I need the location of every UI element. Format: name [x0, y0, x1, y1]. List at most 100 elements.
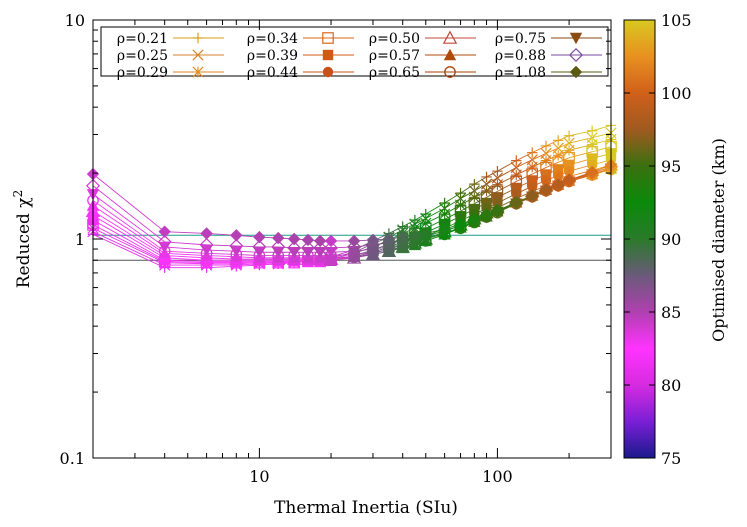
series-line-segment — [92, 210, 165, 256]
data-point — [287, 232, 301, 246]
series-line-segment — [164, 260, 207, 264]
legend-entry-1.08: ρ=1.08 — [495, 65, 602, 81]
series-line-segment — [92, 173, 165, 233]
data-point — [200, 227, 213, 240]
legend-label: ρ=0.57 — [369, 48, 420, 64]
series-line-segment — [206, 244, 237, 247]
legend-label: ρ=0.44 — [247, 65, 298, 81]
series-line-segment — [331, 246, 355, 249]
data-point — [454, 217, 467, 231]
data-point — [511, 182, 522, 194]
data-point — [301, 233, 315, 247]
legend-marker — [192, 32, 204, 44]
series-line-segment — [236, 254, 260, 257]
data-point — [252, 239, 267, 254]
series-line-segment — [516, 159, 533, 168]
series-line-segment — [558, 135, 570, 141]
data-point — [454, 199, 467, 211]
series-line-segment — [164, 257, 207, 261]
series-line-segment — [497, 167, 517, 179]
data-point — [158, 225, 171, 238]
legend-label: ρ=0.29 — [117, 65, 168, 81]
data-point — [586, 138, 598, 151]
legend-label: ρ=0.21 — [117, 31, 168, 47]
data-point — [540, 169, 552, 180]
legend-entry-0.75: ρ=0.75 — [495, 31, 602, 47]
series-line-segment — [92, 215, 165, 259]
data-point — [272, 231, 285, 245]
series-line-segment — [516, 173, 533, 182]
data-point — [468, 191, 480, 203]
legend-marker — [322, 32, 334, 44]
legend-marker — [443, 48, 457, 61]
series-line-segment — [516, 152, 533, 162]
series-line-segment — [402, 223, 416, 231]
legend-marker — [568, 47, 584, 63]
series-line-segment — [92, 231, 165, 266]
series-line-segment — [164, 241, 207, 246]
data-point — [492, 165, 503, 177]
data-point — [552, 135, 564, 146]
legend-marker — [192, 49, 204, 61]
data-point — [365, 237, 381, 252]
series-line-segment — [92, 205, 165, 254]
series-line-segment — [92, 227, 165, 264]
y-axis-title: Reduced χ2 — [11, 190, 34, 289]
legend-entry-0.29: ρ=0.29 — [117, 65, 224, 81]
series-line-segment — [568, 151, 593, 159]
data-point — [551, 178, 565, 191]
series-line-segment — [206, 257, 237, 260]
colorbar-tick-label: 90 — [661, 230, 681, 249]
data-point — [382, 232, 396, 246]
series-line-segment — [388, 246, 403, 251]
legend-marker — [442, 30, 458, 44]
legend-entry-0.44: ρ=0.44 — [247, 65, 354, 81]
data-point — [347, 234, 361, 248]
colorbar-tick-label: 80 — [661, 376, 681, 395]
data-point — [526, 189, 539, 202]
data-point — [481, 197, 492, 209]
colorbar-tick-label: 95 — [661, 157, 681, 176]
series-line-segment — [278, 246, 295, 249]
data-point — [324, 247, 338, 259]
series-line-segment — [414, 213, 426, 221]
data-point — [253, 230, 266, 244]
data-point — [455, 187, 466, 199]
y-tick-label: 10 — [65, 11, 85, 30]
series-line-segment — [532, 167, 547, 175]
series-line-segment — [92, 200, 165, 252]
data-point — [480, 208, 493, 221]
data-point — [300, 240, 316, 256]
series-line-segment — [592, 125, 612, 132]
plot-area — [85, 120, 619, 273]
data-point — [438, 222, 451, 236]
series-line-segment — [331, 250, 355, 253]
data-point — [492, 192, 503, 203]
series-line-segment — [206, 249, 237, 252]
series-line-segment — [460, 183, 475, 194]
legend-marker — [569, 32, 583, 45]
series-line-segment — [568, 130, 593, 137]
data-point — [552, 149, 564, 161]
series-line-segment — [372, 249, 389, 253]
data-point — [313, 240, 328, 256]
data-point — [382, 241, 396, 254]
colorbar-title: Optimised diameter (km) — [709, 138, 728, 342]
axes: 10 100 0.1 1 10 — [60, 11, 612, 486]
data-point — [540, 140, 552, 152]
series-line-segment — [164, 259, 207, 262]
x-axis-title: Thermal Inertia (SIu) — [274, 498, 458, 518]
data-point — [526, 161, 538, 173]
series-line-segment — [592, 138, 612, 145]
series-line-segment — [486, 170, 498, 178]
legend-marker — [192, 66, 204, 78]
series-line-segment — [545, 154, 559, 162]
data-point — [563, 159, 575, 171]
legend-label: ρ=0.75 — [495, 31, 546, 47]
series-1.08 — [86, 158, 618, 248]
colorbar-tick-label: 75 — [661, 449, 681, 468]
colorbar-tick-label: 105 — [661, 11, 692, 30]
data-point — [287, 247, 301, 259]
data-point — [313, 247, 327, 259]
svg-text:Reduced χ2: Reduced χ2 — [11, 190, 34, 289]
